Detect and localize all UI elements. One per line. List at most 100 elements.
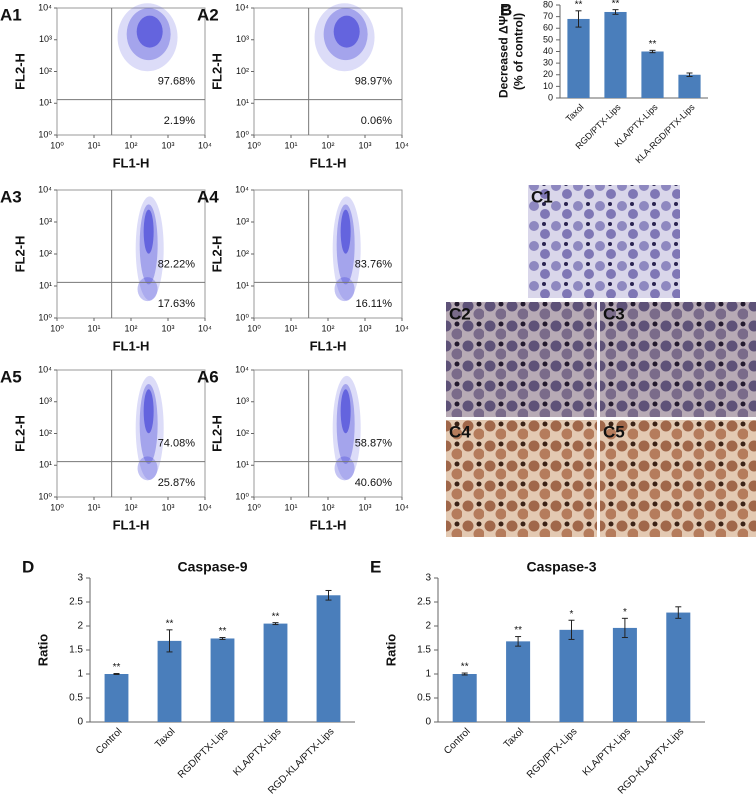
panel-label: B	[500, 0, 512, 19]
x-tick-label: 10¹	[284, 502, 297, 512]
y-tick-label: 60	[543, 23, 553, 33]
panel-label: A1	[0, 5, 22, 24]
x-tick-label: 10⁴	[395, 502, 409, 512]
cell-population	[137, 456, 158, 481]
x-tick-label: 10⁴	[198, 502, 212, 512]
bar	[559, 629, 584, 722]
panel-label: A4	[197, 187, 219, 206]
x-tick-label: 10⁴	[395, 323, 409, 333]
x-tick-label: 10²	[124, 323, 137, 333]
x-tick-label: 10⁴	[198, 323, 212, 333]
significance: **	[272, 611, 280, 622]
x-tick-label: RGD/PTX-Lips	[176, 726, 231, 781]
y-tick-label: 2	[425, 621, 431, 632]
x-axis-label: FL1-H	[113, 338, 150, 353]
image-label: C3	[603, 304, 625, 323]
x-tick-label: Taxol	[564, 102, 586, 124]
bar	[604, 11, 627, 99]
y-tick-label: 10²	[236, 66, 249, 76]
x-tick-label: Control	[94, 726, 125, 757]
panel-label: A5	[0, 367, 22, 386]
y-tick-label: 3	[77, 573, 83, 584]
y-tick-label: 10³	[39, 396, 52, 406]
y-tick-label: 10¹	[236, 460, 249, 470]
plot-frame	[253, 189, 403, 319]
x-tick-label: 10³	[161, 140, 174, 150]
y-tick-label: 10⁰	[235, 129, 249, 139]
quadrant-label: 98.97%	[355, 76, 393, 88]
image-label: C5	[603, 422, 625, 441]
quadrant-label: 97.68%	[158, 76, 196, 88]
y-tick-label: 10⁰	[235, 491, 249, 501]
quadrant-label: 83.76%	[355, 258, 393, 270]
quadrant-label: 74.08%	[158, 438, 196, 450]
x-tick-label: 10²	[124, 140, 137, 150]
image-label: C1	[531, 187, 553, 206]
plot-frame	[253, 369, 403, 498]
x-tick-label: 10¹	[87, 502, 100, 512]
x-tick-label: 10²	[321, 140, 334, 150]
y-axis-label: Ratio	[383, 634, 398, 667]
x-tick-label: Control	[442, 726, 473, 757]
significance: **	[514, 625, 522, 636]
significance: *	[570, 609, 574, 620]
x-tick-label: 10³	[161, 502, 174, 512]
plot-frame	[56, 7, 206, 136]
x-axis-label: FL1-H	[310, 517, 347, 532]
y-tick-label: 40	[543, 46, 553, 56]
error-bar	[166, 629, 173, 653]
y-tick-label: 0	[77, 717, 83, 728]
x-tick-label: KLA/PTX-Lips	[231, 726, 283, 778]
panel-label: E	[370, 557, 381, 576]
x-tick-label: Taxol	[153, 726, 177, 750]
plot-frame	[56, 369, 206, 498]
y-tick-label: 10³	[236, 34, 249, 44]
quadrant-label: 25.87%	[158, 477, 196, 489]
significance: **	[219, 626, 227, 637]
x-axis-label: FL1-H	[310, 338, 347, 353]
x-axis-label: FL1-H	[310, 155, 347, 170]
x-tick-label: 10¹	[87, 323, 100, 333]
significance: **	[461, 662, 469, 673]
error-bar	[325, 589, 332, 601]
y-axis-label: Ratio	[35, 634, 50, 667]
y-tick-label: 10³	[236, 216, 249, 226]
y-tick-label: 10²	[39, 428, 52, 438]
x-tick-label: 10⁰	[50, 323, 64, 333]
cell-population	[334, 456, 355, 481]
error-bar	[686, 72, 693, 77]
y-tick-label: 2	[77, 621, 83, 632]
y-tick-label: 10²	[39, 66, 52, 76]
x-tick-label: 10²	[321, 323, 334, 333]
y-tick-label: 70	[543, 11, 553, 21]
cell-population	[143, 389, 154, 434]
x-tick-label: RGD/PTX-Lips	[525, 726, 580, 781]
x-tick-label: 10²	[124, 502, 137, 512]
bar	[316, 595, 341, 722]
y-tick-label: 80	[543, 0, 553, 9]
significance: **	[612, 0, 620, 9]
chart-title: Caspase-3	[526, 559, 596, 575]
y-tick-label: 10³	[39, 216, 52, 226]
y-axis-label: (% of control)	[512, 13, 526, 90]
x-axis-label: FL1-H	[113, 155, 150, 170]
x-tick-label: 10¹	[284, 323, 297, 333]
x-tick-label: 10⁰	[247, 502, 261, 512]
significance: *	[623, 607, 627, 618]
y-tick-label: 10⁰	[38, 312, 52, 322]
y-tick-label: 10⁴	[38, 364, 52, 374]
bar	[612, 627, 637, 722]
y-tick-label: 10¹	[236, 280, 249, 290]
y-tick-label: 1	[77, 669, 83, 680]
y-tick-label: 10⁴	[38, 184, 52, 194]
x-tick-label: 10⁰	[247, 323, 261, 333]
histology-image	[446, 420, 597, 537]
y-tick-label: 10	[543, 81, 553, 91]
bar	[210, 638, 235, 722]
significance: **	[166, 618, 174, 629]
bar	[641, 51, 664, 98]
error-bar	[461, 672, 468, 676]
x-tick-label: 10²	[321, 502, 334, 512]
cell-population	[333, 15, 360, 48]
y-tick-label: 10⁴	[235, 184, 249, 194]
